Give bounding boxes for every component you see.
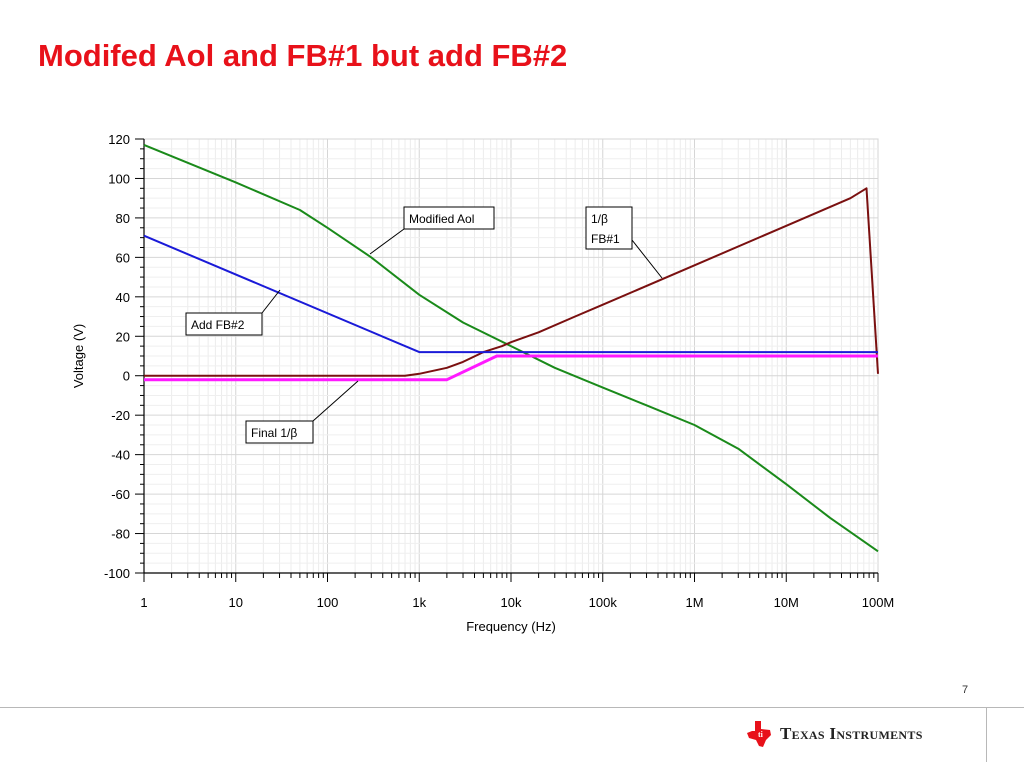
x-tick-label: 100k bbox=[589, 595, 618, 610]
footer-divider bbox=[986, 707, 987, 762]
brand-name: Texas Instruments bbox=[780, 724, 923, 743]
x-axis-label: Frequency (Hz) bbox=[466, 619, 556, 634]
texas-state-icon: ti bbox=[747, 721, 771, 747]
callout-label-fb1: 1/β bbox=[591, 212, 608, 226]
x-tick-label: 10M bbox=[774, 595, 799, 610]
x-tick-label: 1 bbox=[140, 595, 147, 610]
x-tick-label: 100M bbox=[862, 595, 895, 610]
y-tick-label: -80 bbox=[111, 527, 130, 542]
x-tick-label: 10k bbox=[501, 595, 522, 610]
series-line-fb1 bbox=[144, 187, 879, 377]
callout-label-final: Final 1/β bbox=[251, 426, 297, 440]
callout-label-fb1: FB#1 bbox=[591, 232, 620, 246]
svg-text:ti: ti bbox=[758, 730, 764, 739]
callout-leader-aol bbox=[369, 228, 405, 255]
y-tick-label: 120 bbox=[108, 132, 130, 147]
callout-box-fb1 bbox=[585, 206, 633, 250]
x-tick-label: 1M bbox=[685, 595, 703, 610]
callout-box-final bbox=[245, 420, 314, 444]
footer-bar bbox=[0, 707, 1024, 769]
x-tick-label: 1k bbox=[412, 595, 426, 610]
x-tick-label: 100 bbox=[317, 595, 339, 610]
page-number: 7 bbox=[962, 684, 969, 696]
y-tick-label: -100 bbox=[104, 566, 130, 581]
x-tick-label: 10 bbox=[229, 595, 243, 610]
callout-leader-final bbox=[312, 380, 359, 422]
y-tick-label: 60 bbox=[116, 250, 130, 265]
callout-box-aol bbox=[403, 206, 495, 230]
y-tick-label: 20 bbox=[116, 329, 130, 344]
callout-leader-fb2 bbox=[261, 289, 281, 314]
frequency-response-chart: 120 100 80 60 40 20 0 -20 -40 -60 -80 -100 1 10 100 1k 1… bbox=[71, 132, 895, 634]
y-tick-label: 100 bbox=[108, 171, 130, 186]
y-tick-label: 80 bbox=[116, 211, 130, 226]
brand-logo: ti Texas Instruments bbox=[746, 718, 923, 750]
callout-box-fb2 bbox=[185, 312, 263, 336]
y-tick-label: -40 bbox=[111, 448, 130, 463]
series-line-final bbox=[144, 354, 878, 382]
y-tick-label: 0 bbox=[123, 369, 130, 384]
callout-label-aol: Modified Aol bbox=[409, 212, 474, 226]
callout-label-fb2: Add FB#2 bbox=[191, 318, 245, 332]
y-tick-label: -60 bbox=[111, 487, 130, 502]
y-tick-label: -20 bbox=[111, 408, 130, 423]
y-axis-label: Voltage (V) bbox=[71, 324, 86, 388]
series-line-fb2 bbox=[143, 234, 878, 354]
slide-title: Modifed Aol and FB#1 but add FB#2 bbox=[38, 38, 568, 73]
y-tick-label: 40 bbox=[116, 290, 130, 305]
callout-leader-fb1 bbox=[631, 239, 663, 279]
